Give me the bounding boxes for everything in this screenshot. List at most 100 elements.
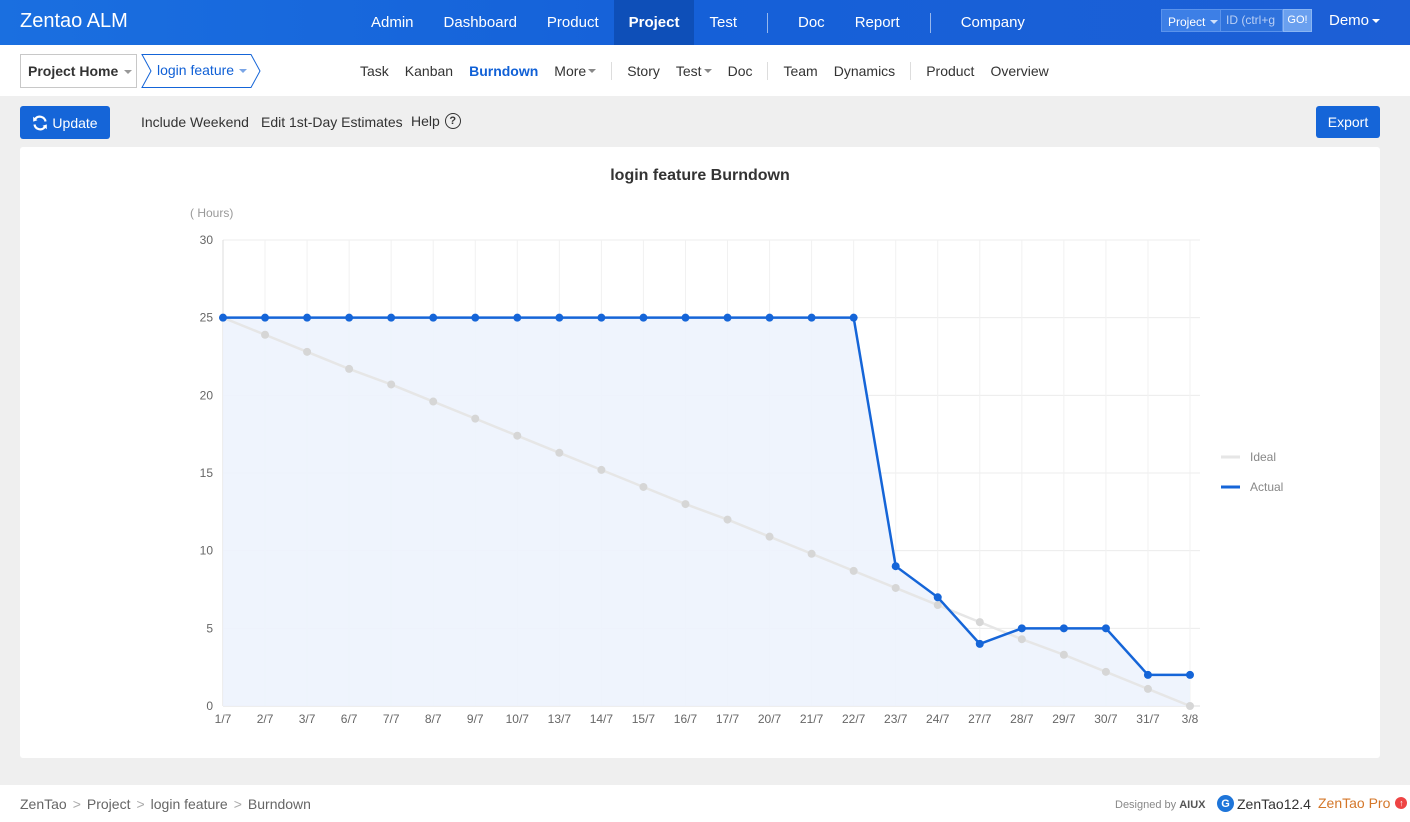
chart-title: login feature Burndown <box>610 167 790 184</box>
edit-estimates-link[interactable]: Edit 1st-Day Estimates <box>261 114 403 130</box>
footer-crumb-project[interactable]: Project <box>86 796 131 812</box>
user-menu[interactable]: Demo <box>1329 12 1381 29</box>
subnav-kanban[interactable]: Kanban <box>404 62 454 79</box>
x-tick-label: 16/7 <box>674 712 698 726</box>
actual-point <box>597 313 606 322</box>
ideal-point <box>471 414 480 423</box>
designed-by-brand: AIUX <box>1179 799 1206 811</box>
nav-doc[interactable]: Doc <box>798 14 825 31</box>
app-brand[interactable]: Zentao ALM <box>20 10 128 32</box>
subnav-product[interactable]: Product <box>926 62 975 79</box>
y-tick-label: 0 <box>206 699 213 713</box>
ideal-point <box>513 431 522 440</box>
subnav-doc[interactable]: Doc <box>727 62 753 79</box>
footer-crumb-zentao[interactable]: ZenTao <box>20 796 67 812</box>
x-tick-label: 28/7 <box>1010 712 1034 726</box>
include-weekend-link[interactable]: Include Weekend <box>141 114 249 130</box>
ideal-point <box>975 618 984 627</box>
subnav-divider <box>611 61 613 80</box>
project-home-dropdown[interactable]: Project Home <box>20 54 137 88</box>
actual-point <box>639 313 648 322</box>
ideal-point <box>387 380 396 389</box>
x-tick-label: 2/7 <box>257 712 274 726</box>
ideal-point <box>933 601 942 610</box>
ideal-point <box>639 482 648 491</box>
actual-point <box>513 313 522 322</box>
y-axis-label: ( Hours) <box>190 206 233 220</box>
update-button[interactable]: Update <box>20 106 110 139</box>
nav-report[interactable]: Report <box>854 14 900 31</box>
actual-point <box>1143 670 1152 679</box>
user-name: Demo <box>1329 12 1370 29</box>
chevron-down-icon <box>1210 19 1219 24</box>
search-go-button[interactable]: GO! <box>1283 9 1312 32</box>
search-input[interactable]: ID (ctrl+g <box>1221 9 1283 32</box>
subnav-team[interactable]: Team <box>783 62 818 79</box>
x-tick-label: 1/7 <box>215 712 232 726</box>
footer-crumb-login-feature[interactable]: login feature <box>150 796 228 812</box>
chevron-down-icon <box>1372 18 1381 23</box>
nav-product[interactable]: Product <box>546 14 599 31</box>
x-tick-label: 29/7 <box>1052 712 1076 726</box>
help-label: Help <box>411 113 440 129</box>
actual-point <box>345 313 354 322</box>
nav-dashboard[interactable]: Dashboard <box>443 14 517 31</box>
x-tick-label: 17/7 <box>716 712 740 726</box>
actual-point <box>723 313 732 322</box>
ideal-point <box>1059 650 1068 659</box>
x-tick-label: 23/7 <box>884 712 908 726</box>
current-project-dropdown[interactable]: login feature <box>141 54 261 88</box>
x-tick-label: 30/7 <box>1094 712 1118 726</box>
legend-ideal-label: Ideal <box>1250 450 1276 464</box>
actual-point <box>765 313 774 322</box>
main-nav: Admin Dashboard Product Project Test Doc… <box>356 0 1040 45</box>
actual-point <box>1101 624 1110 633</box>
x-tick-label: 10/7 <box>506 712 530 726</box>
subnav-story[interactable]: Story <box>627 62 660 79</box>
actual-point <box>303 313 312 322</box>
breadcrumb-arrow-shape <box>141 54 261 88</box>
ideal-point <box>345 364 354 373</box>
footer-crumb-burndown: Burndown <box>247 796 311 812</box>
designed-by: Designed by AIUX <box>1115 799 1206 811</box>
nav-company[interactable]: Company <box>960 14 1025 31</box>
export-button[interactable]: Export <box>1316 106 1380 138</box>
footer-breadcrumb: ZenTao > Project > login feature > Burnd… <box>20 796 311 812</box>
ideal-point <box>597 465 606 474</box>
subnav-test[interactable]: Test <box>668 63 720 79</box>
actual-point <box>471 313 480 322</box>
subnav-dynamics[interactable]: Dynamics <box>833 62 896 79</box>
ideal-point <box>849 566 858 575</box>
subnav-burndown[interactable]: Burndown <box>469 62 539 79</box>
footer: ZenTao > Project > login feature > Burnd… <box>0 785 1410 822</box>
x-tick-label: 20/7 <box>758 712 782 726</box>
y-tick-label: 30 <box>200 233 214 247</box>
zentao-pro-link[interactable]: ZenTao Pro ↑ <box>1318 795 1408 811</box>
subnav-overview[interactable]: Overview <box>990 62 1049 79</box>
search-type-select[interactable]: Project <box>1161 9 1221 32</box>
x-tick-label: 13/7 <box>548 712 572 726</box>
actual-point <box>933 593 942 602</box>
subnav-test-label: Test <box>675 62 702 79</box>
nav-admin[interactable]: Admin <box>371 14 414 31</box>
actual-point <box>807 313 816 322</box>
subnav-task[interactable]: Task <box>360 62 389 79</box>
ideal-point <box>723 515 732 524</box>
ideal-point <box>429 397 438 406</box>
subnav-more[interactable]: More <box>546 63 604 79</box>
global-search: Project ID (ctrl+g GO! <box>1161 9 1312 32</box>
refresh-icon <box>33 115 48 130</box>
subnav-more-label: More <box>554 62 587 79</box>
ideal-point <box>765 532 774 541</box>
actual-point <box>849 313 858 322</box>
chevron-down-icon <box>124 70 133 87</box>
x-tick-label: 15/7 <box>632 712 656 726</box>
nav-test[interactable]: Test <box>709 14 737 31</box>
actual-point <box>219 313 227 322</box>
ideal-point <box>1101 667 1110 676</box>
nav-project[interactable]: Project <box>613 0 695 45</box>
help-link[interactable]: Help ? <box>411 113 461 129</box>
zentao-version-link[interactable]: G ZenTao12.4 <box>1217 795 1311 812</box>
x-tick-label: 3/8 <box>1182 712 1199 726</box>
x-tick-label: 14/7 <box>590 712 614 726</box>
